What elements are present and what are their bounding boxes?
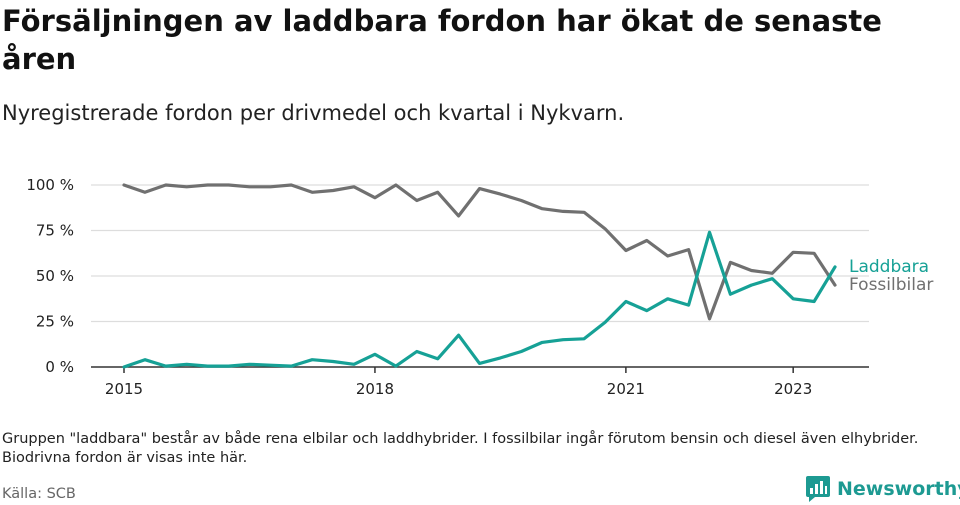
series-line-laddbara — [122, 230, 837, 369]
source-label: Källa: SCB — [2, 486, 76, 502]
legend-laddbara: Laddbara — [849, 257, 929, 277]
chart-note: Gruppen "laddbara" består av både rena e… — [2, 431, 919, 466]
y-tick-label: 50 % — [36, 267, 74, 285]
brand-logo: Newsworthy — [805, 474, 960, 504]
y-axis-ticks: 0 % 25 % 50 % 75 % 100 % — [26, 176, 74, 376]
x-tick-label: 2023 — [774, 380, 812, 398]
line-chart: 0 % 25 % 50 % 75 % 100 % 2015 2018 2021 2023 La… — [26, 176, 933, 398]
x-tick-label: 2015 — [105, 380, 143, 398]
chart-title: Försäljningen av laddbara fordon har öka… — [2, 4, 882, 76]
x-tick-label: 2018 — [356, 380, 394, 398]
y-tick-label: 0 % — [45, 358, 74, 376]
newsworthy-logo-icon — [806, 476, 830, 502]
series-lines — [122, 183, 837, 369]
grid-lines — [91, 184, 869, 323]
y-tick-label: 25 % — [36, 313, 74, 331]
x-tick-label: 2021 — [607, 380, 645, 398]
legend-fossilbilar: Fossilbilar — [849, 275, 933, 295]
y-tick-label: 75 % — [36, 222, 74, 240]
series-line-fossilbilar — [122, 183, 837, 321]
chart-subtitle: Nyregistrerade fordon per drivmedel och … — [2, 101, 625, 125]
brand-name: Newsworthy — [837, 478, 960, 500]
x-axis: 2015 2018 2021 2023 — [91, 366, 869, 398]
y-tick-label: 100 % — [26, 176, 74, 194]
